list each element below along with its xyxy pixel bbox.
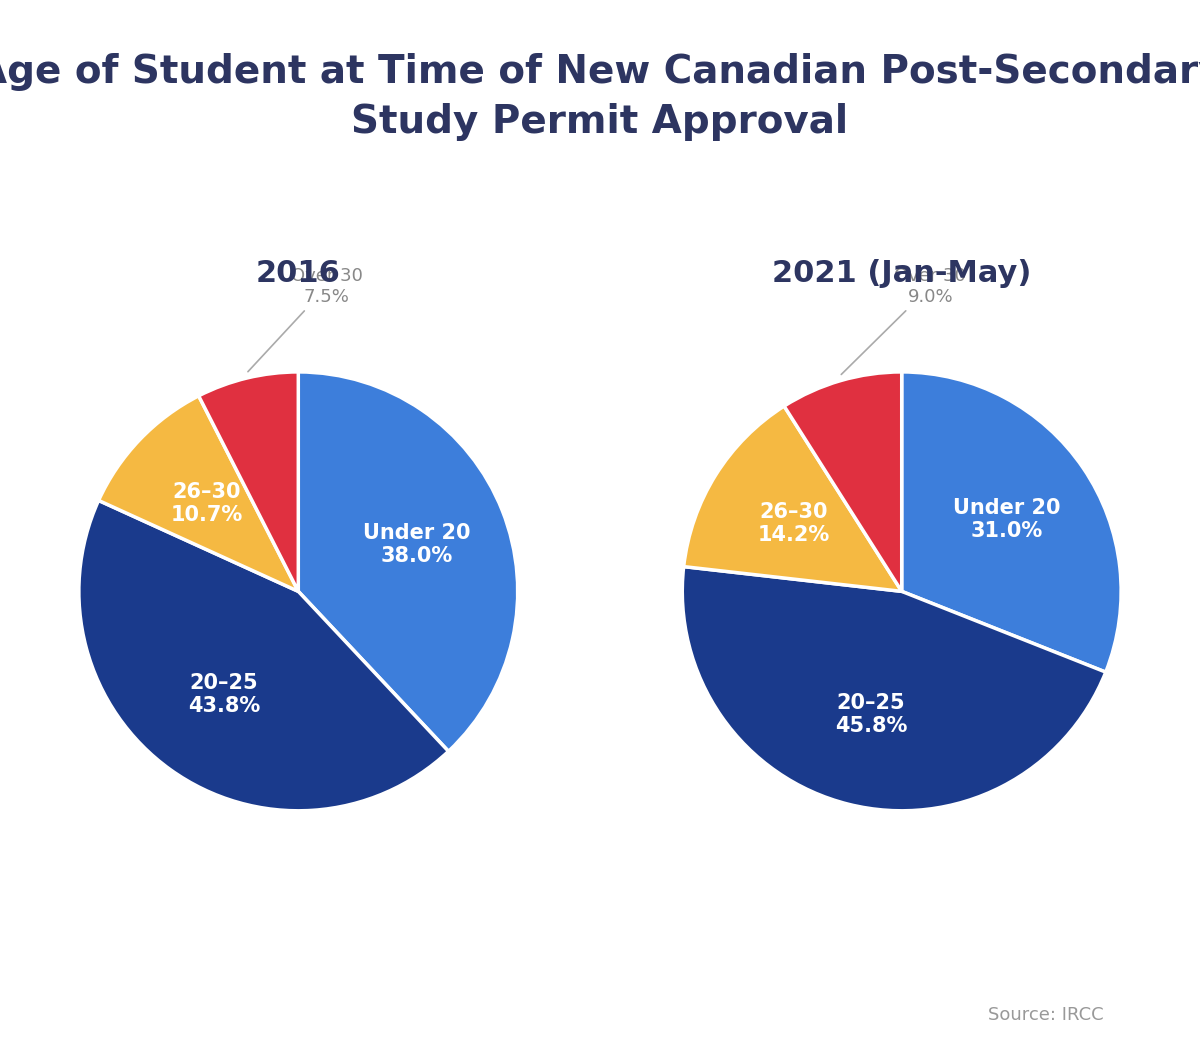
Text: Source: IRCC: Source: IRCC xyxy=(989,1006,1104,1024)
Text: 20–25
43.8%: 20–25 43.8% xyxy=(188,673,260,716)
Text: Age of Student at Time of New Canadian Post-Secondary
Study Permit Approval: Age of Student at Time of New Canadian P… xyxy=(0,53,1200,140)
Text: Over 30
9.0%: Over 30 9.0% xyxy=(841,267,966,375)
Wedge shape xyxy=(684,407,901,591)
Wedge shape xyxy=(98,396,299,591)
Wedge shape xyxy=(683,567,1105,811)
Wedge shape xyxy=(901,372,1121,672)
Wedge shape xyxy=(299,372,517,751)
Title: 2016: 2016 xyxy=(256,260,341,288)
Text: Under 20
31.0%: Under 20 31.0% xyxy=(953,498,1061,542)
Text: 20–25
45.8%: 20–25 45.8% xyxy=(835,693,907,736)
Wedge shape xyxy=(784,372,901,591)
Text: Over 30
7.5%: Over 30 7.5% xyxy=(248,267,362,372)
Wedge shape xyxy=(199,372,299,591)
Wedge shape xyxy=(79,501,449,811)
Text: 26–30
14.2%: 26–30 14.2% xyxy=(757,503,830,546)
Title: 2021 (Jan-May): 2021 (Jan-May) xyxy=(772,260,1032,288)
Text: Under 20
38.0%: Under 20 38.0% xyxy=(362,523,470,566)
Text: 26–30
10.7%: 26–30 10.7% xyxy=(170,482,242,525)
